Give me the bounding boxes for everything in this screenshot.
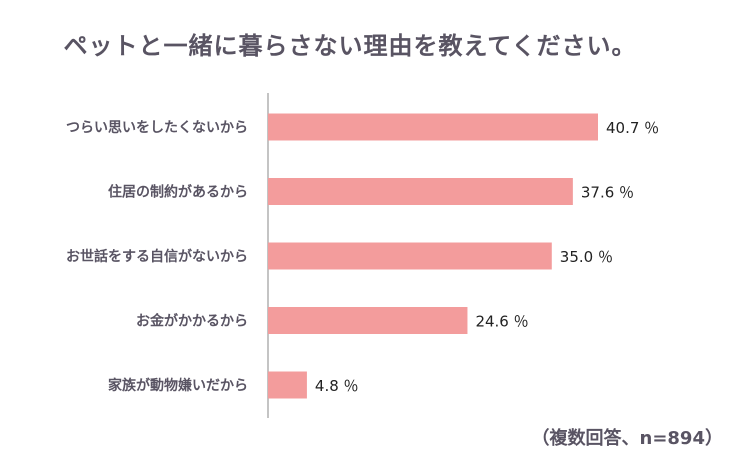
sample-note: （複数回答、n=894） — [531, 428, 723, 449]
category-label-3: お世話をする自信がないから — [66, 248, 248, 265]
value-label-5: 4.8 ％ — [315, 377, 359, 395]
value-label-3: 35.0 ％ — [560, 248, 613, 266]
bars-group — [268, 113, 598, 399]
bar-3 — [268, 242, 552, 270]
value-label-2: 37.6 ％ — [581, 184, 634, 202]
bar-1 — [268, 113, 598, 141]
bar-4 — [268, 307, 468, 334]
category-label-1: つらい思いをしたくないから — [66, 120, 248, 136]
bar-5 — [268, 371, 307, 399]
value-label-1: 40.7 ％ — [606, 119, 659, 137]
category-label-2: 住居の制約があるから — [108, 184, 248, 201]
value-label-4: 24.6 ％ — [475, 313, 528, 331]
bar-2 — [268, 178, 573, 205]
chart-title: ペットと一緒に暮らさない理由を教えてください。 — [63, 32, 637, 60]
category-label-4: お金がかかるから — [136, 313, 248, 330]
category-labels-group: つらい思いをしたくないから住居の制約があるからお世話をする自信がないからお金がか… — [66, 120, 248, 394]
category-label-5: 家族が動物嫌いだから — [108, 377, 248, 394]
value-labels-group: 40.7 ％ 37.6 ％ 35.0 ％ 24.6 ％ 4.8 ％ — [315, 119, 659, 395]
